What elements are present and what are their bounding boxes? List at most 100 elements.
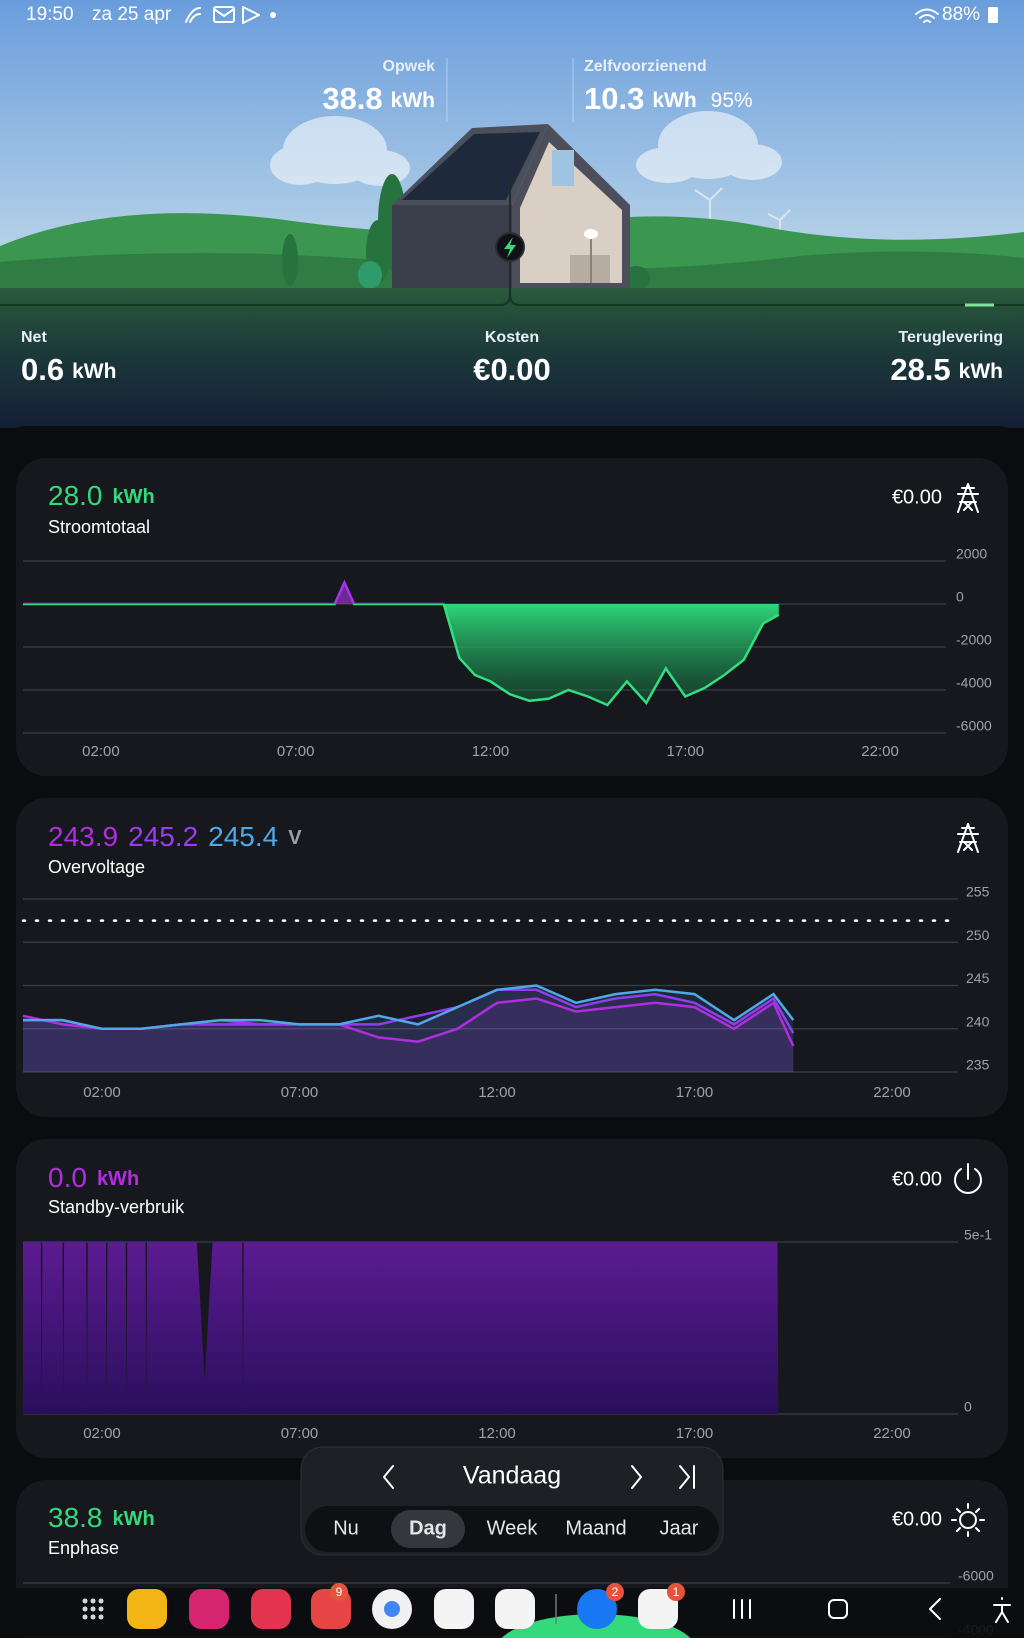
app-icon[interactable]	[638, 1589, 678, 1629]
power-icon	[954, 1163, 982, 1194]
app-icon-dot	[384, 1601, 400, 1617]
unit: kWh	[113, 1508, 155, 1530]
badge	[330, 1583, 348, 1601]
dock-icons: 9 2 1	[82, 1583, 1011, 1629]
costs-value: €0.00	[473, 352, 551, 387]
value: 0.0	[48, 1162, 87, 1193]
x-tick-label: 12:00	[478, 1425, 516, 1442]
status-time: 19:50	[26, 4, 74, 25]
connection-line	[0, 294, 1024, 306]
value: 38.8	[322, 81, 382, 116]
card-values: 243.9 245.2 245.4 V	[48, 821, 302, 852]
x-tick-label: 22:00	[873, 1425, 911, 1442]
y-tick-label: -4000	[956, 675, 992, 691]
x-tick-label: 02:00	[83, 1084, 121, 1101]
tab-selected	[391, 1510, 465, 1548]
card-cost: €0.00	[892, 1508, 942, 1530]
grid-value: 0.6 kWh	[21, 352, 116, 387]
x-tick-label: 17:00	[676, 1084, 714, 1101]
badge-count: 1	[673, 1585, 680, 1599]
unit: kWh	[97, 1168, 139, 1190]
area	[23, 582, 779, 705]
production-value: 38.8 kWh	[322, 81, 435, 116]
accessibility-button[interactable]	[993, 1597, 1011, 1623]
card-cost: €0.00	[892, 1168, 942, 1190]
home-button[interactable]	[828, 1599, 848, 1619]
pylon-icon	[957, 483, 979, 513]
value: 0.6	[21, 352, 64, 387]
y-tick-label: 235	[966, 1057, 990, 1073]
feed-in-label: Teruglevering	[898, 329, 1003, 346]
tab[interactable]: Jaar	[660, 1517, 699, 1539]
wifi-icon	[915, 8, 939, 23]
area	[23, 985, 794, 1072]
line	[23, 984, 795, 1031]
x-tick-label: 02:00	[82, 743, 120, 760]
card[interactable]	[16, 798, 1008, 1117]
unit: kWh	[391, 89, 435, 112]
tab[interactable]: Nu	[333, 1517, 359, 1539]
x-tick-label: 22:00	[861, 743, 899, 760]
app-icon[interactable]	[127, 1589, 167, 1629]
unit: V	[288, 827, 302, 849]
area	[23, 998, 794, 1072]
tabs: Nu Dag Week Maand Jaar	[333, 1510, 699, 1548]
value: 10.3	[584, 81, 644, 116]
x-tick-label: 02:00	[83, 1425, 121, 1442]
card-value: 28.0 kWh	[48, 480, 155, 511]
previous-button[interactable]	[383, 1465, 394, 1489]
unit: kWh	[652, 89, 696, 112]
card-label: Stroomtotaal	[48, 517, 150, 537]
charts: 2000 0 -2000 -4000 -6000 02:00 07:00 12:00 17:00…	[21, 546, 994, 1638]
value: 245.2	[128, 821, 198, 852]
x-tick-label: 17:00	[676, 1425, 714, 1442]
period-title: Vandaag	[463, 1462, 561, 1490]
unit: kWh	[72, 360, 116, 383]
area	[23, 989, 794, 1072]
y-tick-label: 250	[966, 927, 990, 943]
x-tick-label: 07:00	[281, 1425, 319, 1442]
grid-label: Net	[21, 329, 47, 346]
app-icon[interactable]	[189, 1589, 229, 1629]
app-icon[interactable]	[251, 1589, 291, 1629]
app-icon[interactable]	[577, 1589, 617, 1629]
y-tick-label: -2000	[956, 632, 992, 648]
y-tick-label: 255	[966, 884, 990, 900]
y-tick-label: 2000	[956, 546, 987, 562]
y-tick-label: 245	[966, 970, 990, 986]
last-button[interactable]	[679, 1465, 695, 1489]
tab[interactable]: Maand	[565, 1517, 626, 1539]
unit: kWh	[959, 360, 1003, 383]
value: 28.5	[890, 352, 950, 387]
card-value: 38.8 kWh	[48, 1502, 155, 1533]
card-value: 0.0 kWh	[48, 1162, 139, 1193]
next-button[interactable]	[631, 1465, 642, 1489]
y-tick-label: 0	[964, 1399, 972, 1415]
status-icons	[185, 6, 276, 24]
badge-count: 2	[612, 1585, 619, 1599]
sun-icon	[951, 1503, 985, 1537]
apps-grid[interactable]	[82, 1598, 104, 1620]
x-tick-label: 22:00	[873, 1084, 911, 1101]
production-label: Opwek	[383, 58, 436, 75]
x-tick-label: 07:00	[281, 1084, 319, 1101]
tab[interactable]: Dag	[409, 1517, 447, 1539]
app-icon[interactable]	[434, 1589, 474, 1629]
battery-icon	[988, 7, 998, 23]
clouds	[270, 111, 782, 186]
y-tick-label: 5e-1	[964, 1227, 992, 1243]
value: 38.8	[48, 1502, 103, 1533]
line	[23, 579, 780, 707]
value: 28.0	[48, 480, 103, 511]
house	[392, 124, 630, 300]
app-icon[interactable]	[495, 1589, 535, 1629]
tab[interactable]: Week	[487, 1517, 539, 1539]
back-button[interactable]	[929, 1598, 941, 1620]
y-tick-label: 0	[956, 589, 964, 605]
nav-buttons	[733, 1597, 1011, 1623]
recents-button[interactable]	[733, 1599, 751, 1619]
value: 245.4	[208, 821, 278, 852]
